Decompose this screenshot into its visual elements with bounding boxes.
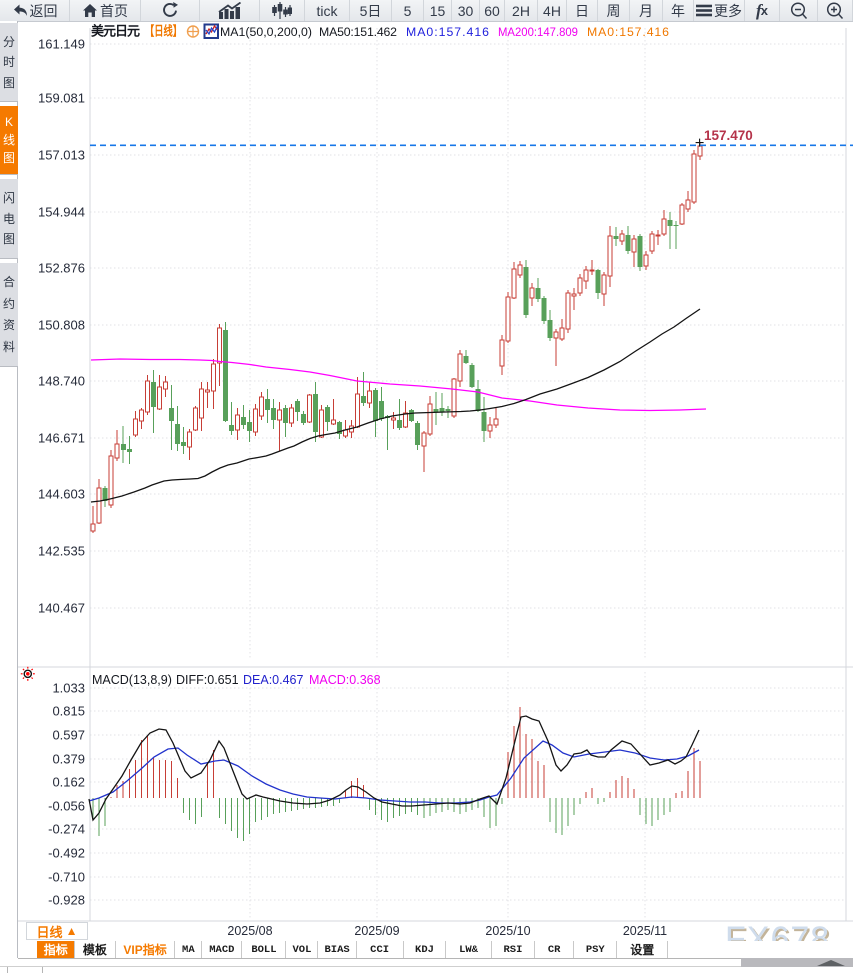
svg-text:DIFF:0.651: DIFF:0.651	[176, 673, 239, 687]
svg-text:美元日元: 美元日元	[91, 24, 140, 39]
svg-text:146.671: 146.671	[38, 431, 85, 446]
svg-text:152.876: 152.876	[38, 261, 85, 276]
svg-text:0.815: 0.815	[52, 704, 85, 719]
svg-text:MACD:0.368: MACD:0.368	[309, 673, 381, 687]
svg-text:0.597: 0.597	[52, 728, 85, 743]
svg-text:150.808: 150.808	[38, 318, 85, 333]
svg-text:148.740: 148.740	[38, 374, 85, 389]
svg-text:MA200:147.809: MA200:147.809	[498, 25, 578, 39]
svg-text:0.162: 0.162	[52, 775, 85, 790]
svg-text:-0.928: -0.928	[48, 893, 85, 908]
svg-text:159.081: 159.081	[38, 91, 85, 106]
svg-text:2025/08: 2025/08	[227, 924, 272, 938]
svg-text:MA0:157.416: MA0:157.416	[406, 25, 489, 39]
svg-text:MA0:157.416: MA0:157.416	[587, 25, 669, 39]
svg-text:142.535: 142.535	[38, 544, 85, 559]
svg-text:-0.274: -0.274	[48, 822, 85, 837]
svg-text:-0.492: -0.492	[48, 846, 85, 861]
svg-text:2025/11: 2025/11	[623, 924, 667, 938]
svg-text:MA50:151.462: MA50:151.462	[319, 25, 397, 39]
svg-text:DEA:0.467: DEA:0.467	[243, 673, 304, 687]
svg-text:1.033: 1.033	[52, 681, 85, 696]
svg-text:MA1(50,0,200,0): MA1(50,0,200,0)	[220, 25, 312, 39]
svg-text:-0.056: -0.056	[48, 799, 85, 814]
svg-text:2025/09: 2025/09	[354, 924, 399, 938]
svg-text:【日线】: 【日线】	[145, 24, 182, 39]
svg-text:MACD(13,8,9): MACD(13,8,9)	[92, 673, 172, 687]
svg-text:2025/10: 2025/10	[485, 924, 530, 938]
svg-text:140.467: 140.467	[38, 601, 85, 616]
svg-text:154.944: 154.944	[38, 205, 85, 220]
svg-text:161.149: 161.149	[38, 37, 85, 52]
svg-text:157.013: 157.013	[38, 148, 85, 163]
svg-text:-0.710: -0.710	[48, 870, 85, 885]
svg-text:0.379: 0.379	[52, 752, 85, 767]
svg-text:157.470: 157.470	[704, 128, 753, 143]
svg-text:144.603: 144.603	[38, 487, 85, 502]
